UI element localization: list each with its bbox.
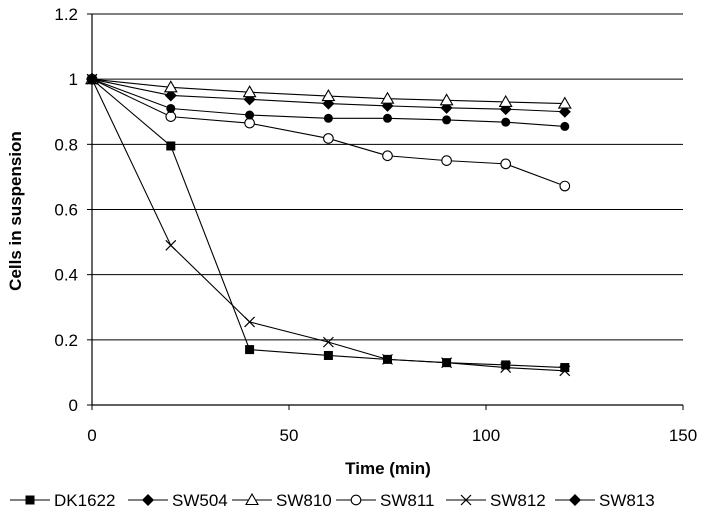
y-axis-title: Cells in suspension <box>6 131 25 291</box>
y-tick-label: 0 <box>69 396 78 415</box>
y-tick-label: 1.2 <box>54 5 78 24</box>
legend-item-dk1622: DK1622 <box>10 491 115 510</box>
legend-item-sw504: SW504 <box>128 491 228 510</box>
legend-item-sw812: SW812 <box>446 491 546 510</box>
data-point-sw810 <box>380 91 395 104</box>
x-tick-label: 0 <box>87 426 96 445</box>
axes <box>87 13 684 410</box>
data-point-sw813 <box>442 115 452 125</box>
data-point-sw812 <box>500 362 512 373</box>
data-point-sw810 <box>163 80 178 93</box>
data-point-sw813 <box>383 113 392 123</box>
data-point-sw811 <box>441 155 452 166</box>
data-point-sw813 <box>501 117 511 127</box>
data-point-sw813 <box>323 113 333 123</box>
data-point-sw812 <box>322 336 334 348</box>
x-tick-label: 150 <box>669 426 697 445</box>
legend-item-sw810: SW810 <box>232 491 332 510</box>
legend-marker <box>245 492 259 506</box>
data-point-sw810 <box>321 89 336 102</box>
y-tick-label: 1 <box>69 70 78 89</box>
data-point-sw811 <box>559 180 571 192</box>
tick-labels: 0 0.2 0.4 0.6 0.8 1 1.2 0 50 100 150 <box>54 5 697 445</box>
data-point-dk1622 <box>560 363 570 373</box>
legend: DK1622 SW504 SW810 SW811 SW812 SW813 <box>10 491 655 510</box>
y-tick-label: 0.2 <box>54 331 78 350</box>
data-point-sw811 <box>382 150 393 162</box>
data-point-sw812 <box>559 365 571 377</box>
y-tick-label: 0.8 <box>54 135 78 154</box>
series-line-sw810 <box>91 78 565 105</box>
series-line-sw812 <box>91 78 565 372</box>
y-tick-label: 0.6 <box>54 201 78 220</box>
data-point-sw813 <box>166 103 176 113</box>
legend-item-sw813: SW813 <box>555 491 655 510</box>
legend-item-sw811: SW811 <box>336 491 435 510</box>
series-sw812 <box>86 73 571 377</box>
y-tick-label: 0.4 <box>54 266 78 285</box>
legend-label: SW810 <box>276 491 332 510</box>
legend-label: SW812 <box>490 491 546 510</box>
series-line-sw504 <box>91 78 565 113</box>
data-point-sw810 <box>498 94 513 108</box>
x-tick-label: 50 <box>280 426 299 445</box>
data-point-dk1622 <box>166 141 176 151</box>
legend-label: SW811 <box>380 491 435 510</box>
data-point-sw812 <box>165 239 177 251</box>
x-axis-title: Time (min) <box>345 459 431 478</box>
data-point-sw812 <box>244 316 256 328</box>
data-point-sw811 <box>323 133 334 144</box>
data-point-sw812 <box>382 353 393 365</box>
x-tick-label: 100 <box>472 426 500 445</box>
gridlines <box>92 13 683 341</box>
series-line-sw813 <box>91 78 565 127</box>
legend-label: DK1622 <box>54 491 115 510</box>
legend-marker <box>569 494 581 506</box>
legend-marker <box>350 494 362 506</box>
data-point-sw810 <box>557 96 572 109</box>
data-point-sw813 <box>87 74 97 84</box>
series-group <box>85 72 572 377</box>
legend-marker <box>460 494 472 506</box>
data-point-sw810 <box>439 93 454 106</box>
data-point-sw811 <box>244 117 255 129</box>
data-point-dk1622 <box>501 360 511 370</box>
series-line-sw811 <box>91 78 565 187</box>
legend-marker <box>142 494 154 506</box>
series-line-dk1622 <box>91 78 565 369</box>
data-point-sw812 <box>441 357 453 369</box>
data-point-sw813 <box>560 121 570 131</box>
data-point-dk1622 <box>323 350 333 360</box>
data-point-sw813 <box>245 110 255 120</box>
data-point-sw811 <box>500 158 512 170</box>
data-point-sw504 <box>164 89 177 102</box>
data-point-sw811 <box>165 111 177 122</box>
legend-label: SW813 <box>599 491 655 510</box>
data-point-sw810 <box>242 85 257 98</box>
legend-label: SW504 <box>172 491 228 510</box>
legend-marker <box>25 495 35 505</box>
data-point-sw504 <box>558 105 571 118</box>
data-point-dk1622 <box>245 345 255 355</box>
series-sw813 <box>87 74 570 131</box>
